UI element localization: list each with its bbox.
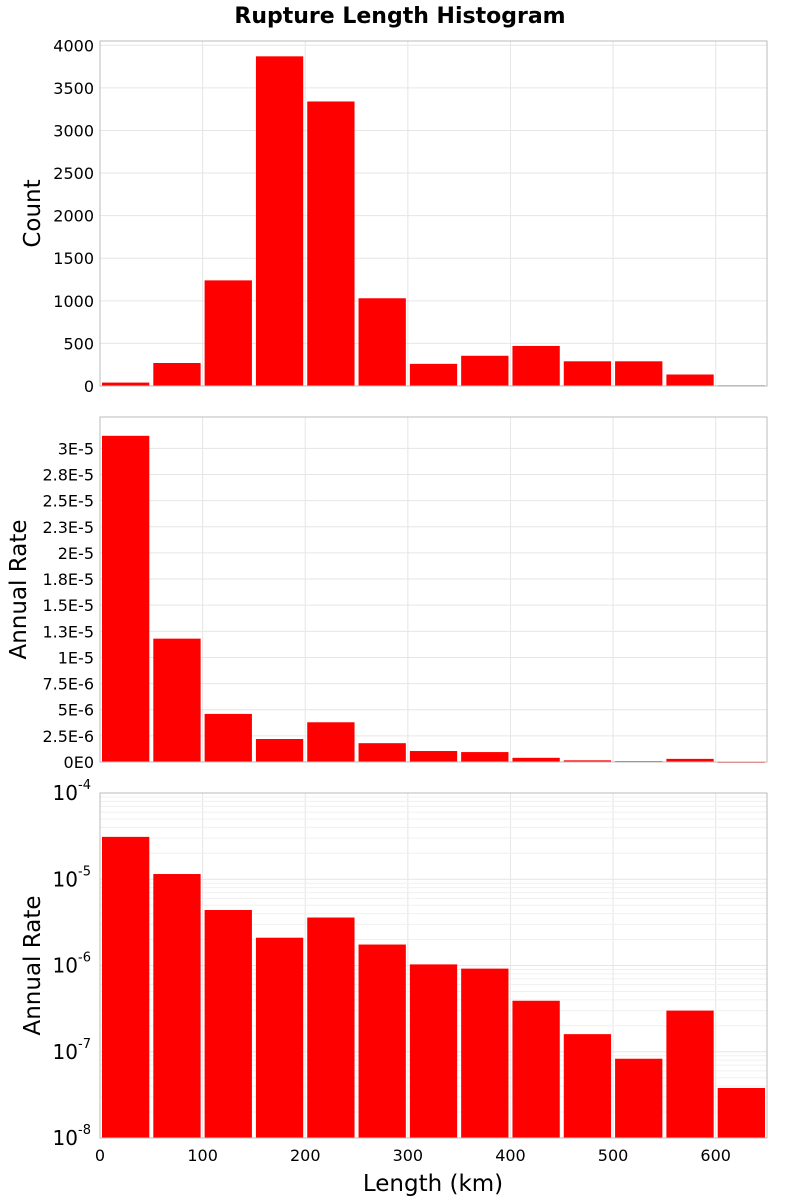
bar (358, 944, 406, 1138)
y-tick-label: 1500 (53, 249, 94, 268)
bar (461, 968, 509, 1138)
y-tick-label: 1.8E-5 (42, 570, 94, 589)
x-axis-label: Length (km) (363, 1171, 503, 1197)
x-tick-label: 600 (700, 1146, 731, 1165)
chart-title: Rupture Length Histogram (234, 4, 565, 29)
bar (717, 1087, 765, 1138)
bar (255, 56, 304, 386)
plot-frame (99, 416, 768, 763)
bar (307, 722, 355, 762)
bar (358, 743, 406, 762)
y-tick-label-exponent: -7 (78, 1037, 91, 1052)
y-tick-label: 500 (63, 334, 94, 353)
bar (666, 1010, 714, 1138)
bar (204, 280, 252, 386)
y-tick-label-base: 10 (53, 867, 78, 891)
y-tick-label: 2500 (53, 164, 94, 183)
x-tick-label: 500 (598, 1146, 629, 1165)
y-tick-label-exponent: -5 (78, 864, 91, 879)
y-tick-label-exponent: -4 (78, 778, 91, 793)
bar (153, 874, 201, 1138)
bar (563, 361, 612, 386)
y-tick-label: 0E0 (64, 753, 94, 772)
bar (307, 917, 355, 1138)
panel-count: 0 500 1000 1500 2000 2500 3000 3500 4000 Count (20, 36, 768, 396)
bar (204, 713, 252, 762)
bar (409, 751, 458, 762)
x-tick-label: 0 (95, 1146, 105, 1165)
y-tick-label: 3000 (53, 121, 94, 140)
y-tick-label: 2.5E-6 (42, 727, 94, 746)
bar (461, 752, 509, 762)
bar (409, 363, 458, 386)
y-tick-label: 2.8E-5 (42, 466, 94, 485)
y-tick-label-base: 10 (53, 781, 78, 805)
y-tick-label: 2000 (53, 207, 94, 226)
y-tick-label-base: 10 (53, 1126, 78, 1150)
y-tick-label-exponent: -6 (78, 951, 91, 966)
y-tick-label: 4000 (53, 36, 94, 55)
bar (307, 101, 355, 387)
bar (153, 363, 201, 386)
bar (102, 382, 150, 386)
y-tick-label: 2.5E-5 (42, 492, 94, 511)
y-tick-label: 1E-5 (58, 648, 94, 667)
y-axis-label: Annual Rate (6, 520, 32, 660)
bar (512, 757, 560, 762)
y-tick-label: 3500 (53, 79, 94, 98)
bar (461, 355, 509, 386)
y-tick-label: 3E-5 (58, 439, 94, 458)
bar (666, 374, 714, 386)
plot-frame (99, 792, 768, 1139)
x-tick-label: 100 (187, 1146, 218, 1165)
bar (512, 345, 560, 386)
y-tick-label-exponent: -8 (78, 1123, 91, 1138)
x-tick-label: 400 (495, 1146, 526, 1165)
chart-panels: 05001000150020002500300035004000Count0E0… (6, 36, 768, 1165)
bar (409, 964, 458, 1138)
panel-rate-linear: 0E0 2.5E-6 5E-6 7.5E-6 1E-5 1.3E-5 1.5E-5 1.8E-… (6, 416, 768, 772)
y-axis-label: Annual Rate (20, 896, 46, 1036)
plot-frame (99, 40, 768, 387)
bar (255, 739, 304, 762)
plot-background (100, 41, 767, 386)
x-tick-label: 300 (393, 1146, 424, 1165)
y-tick-label: 5E-6 (58, 701, 94, 720)
bar (563, 1034, 612, 1138)
bar (615, 361, 663, 386)
bar (102, 836, 150, 1138)
y-tick-label: 2.3E-5 (42, 518, 94, 537)
x-tick-label: 200 (290, 1146, 321, 1165)
bar (512, 1000, 560, 1138)
bar (615, 1058, 663, 1138)
bar (255, 937, 304, 1138)
y-tick-label: 2E-5 (58, 544, 94, 563)
y-tick-label: 1000 (53, 292, 94, 311)
y-tick-label: 7.5E-6 (42, 675, 94, 694)
bar (358, 298, 406, 386)
y-tick-label: 0 (84, 377, 94, 396)
bar (102, 435, 150, 762)
y-tick-label-base: 10 (53, 954, 78, 978)
bar (204, 910, 252, 1138)
bar (153, 638, 201, 762)
y-tick-label: 1.3E-5 (42, 622, 94, 641)
y-tick-label-base: 10 (53, 1040, 78, 1064)
bar (666, 758, 714, 762)
bar (563, 760, 612, 762)
y-axis-label: Count (20, 179, 46, 247)
y-tick-label: 1.5E-5 (42, 596, 94, 615)
